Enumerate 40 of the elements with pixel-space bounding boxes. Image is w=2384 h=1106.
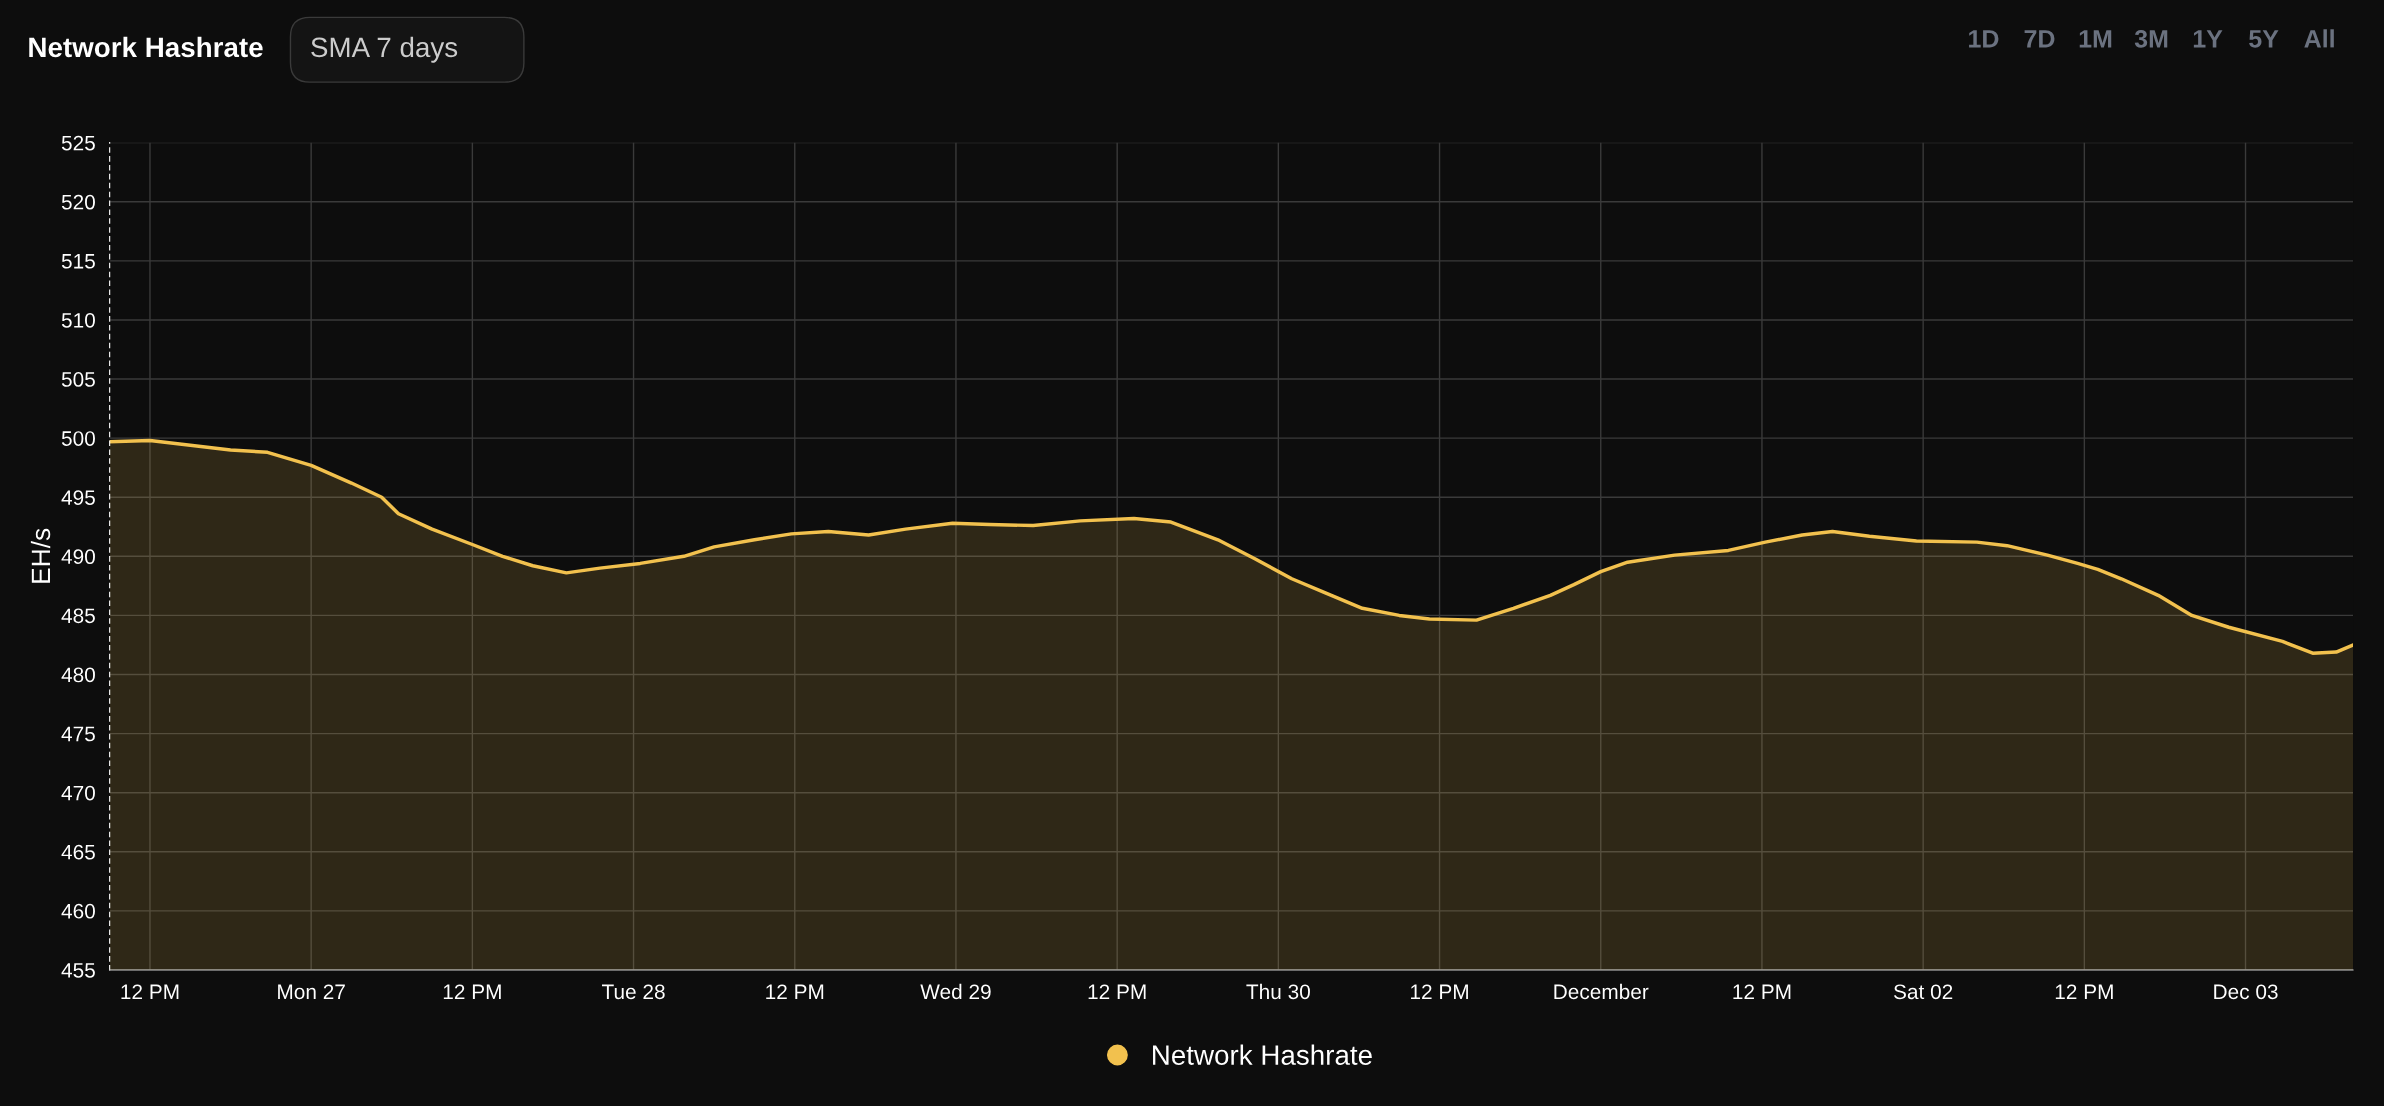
x-tick-label: Thu 30 xyxy=(1246,983,1310,1000)
x-tick-label: 12 PM xyxy=(443,984,501,999)
y-tick-label: 455 xyxy=(61,963,95,978)
x-tick-label: 12 PM xyxy=(2055,984,2113,999)
y-tick-label: 465 xyxy=(61,844,95,860)
text: 7D xyxy=(2024,30,2055,48)
x-tick-label: 12 PM xyxy=(1411,984,1468,999)
chart-title: Network Hashrate xyxy=(29,36,263,58)
x-tick-label: Wed 29 xyxy=(920,983,991,1000)
x-tick-label: 12 PM xyxy=(1733,984,1791,999)
y-tick-label: 500 xyxy=(61,431,95,446)
y-tick-label: 520 xyxy=(61,194,95,210)
text: 1Y xyxy=(2193,30,2223,48)
chart-subtitle: SMA 7 days xyxy=(311,36,458,63)
x-tick-label: 12 PM xyxy=(766,984,824,999)
y-tick-label: 475 xyxy=(61,726,95,742)
x-tick-label: Dec 03 xyxy=(2214,984,2278,1000)
text: 5Y xyxy=(2249,30,2279,48)
text: 1M xyxy=(2079,30,2112,48)
text: 1D xyxy=(1969,30,1999,48)
y-tick-label: 460 xyxy=(61,903,95,919)
x-tick-label: December xyxy=(1554,983,1649,1000)
y-tick-label: 485 xyxy=(61,608,95,624)
y-tick-label: 470 xyxy=(61,785,95,801)
y-axis-title: EH/s xyxy=(30,528,51,583)
x-tick-label: 12 PM xyxy=(121,984,179,999)
y-tick-label: 515 xyxy=(61,254,95,269)
x-tick-label: Sat 02 xyxy=(1893,984,1953,1000)
y-tick-label: 510 xyxy=(61,312,95,328)
text: All xyxy=(2304,29,2334,48)
x-tick-label: Tue 28 xyxy=(601,984,665,1000)
x-tick-label: 12 PM xyxy=(1088,984,1146,999)
y-tick-label: 480 xyxy=(61,667,95,683)
y-tick-label: 490 xyxy=(61,549,95,565)
y-tick-label: 505 xyxy=(61,372,95,387)
x-tick-label: Mon 27 xyxy=(278,984,345,1000)
y-tick-label: 525 xyxy=(61,135,95,151)
text: 3M xyxy=(2134,29,2168,48)
legend-label: Network Hashrate xyxy=(1153,1044,1372,1065)
y-tick-label: 495 xyxy=(61,490,95,505)
